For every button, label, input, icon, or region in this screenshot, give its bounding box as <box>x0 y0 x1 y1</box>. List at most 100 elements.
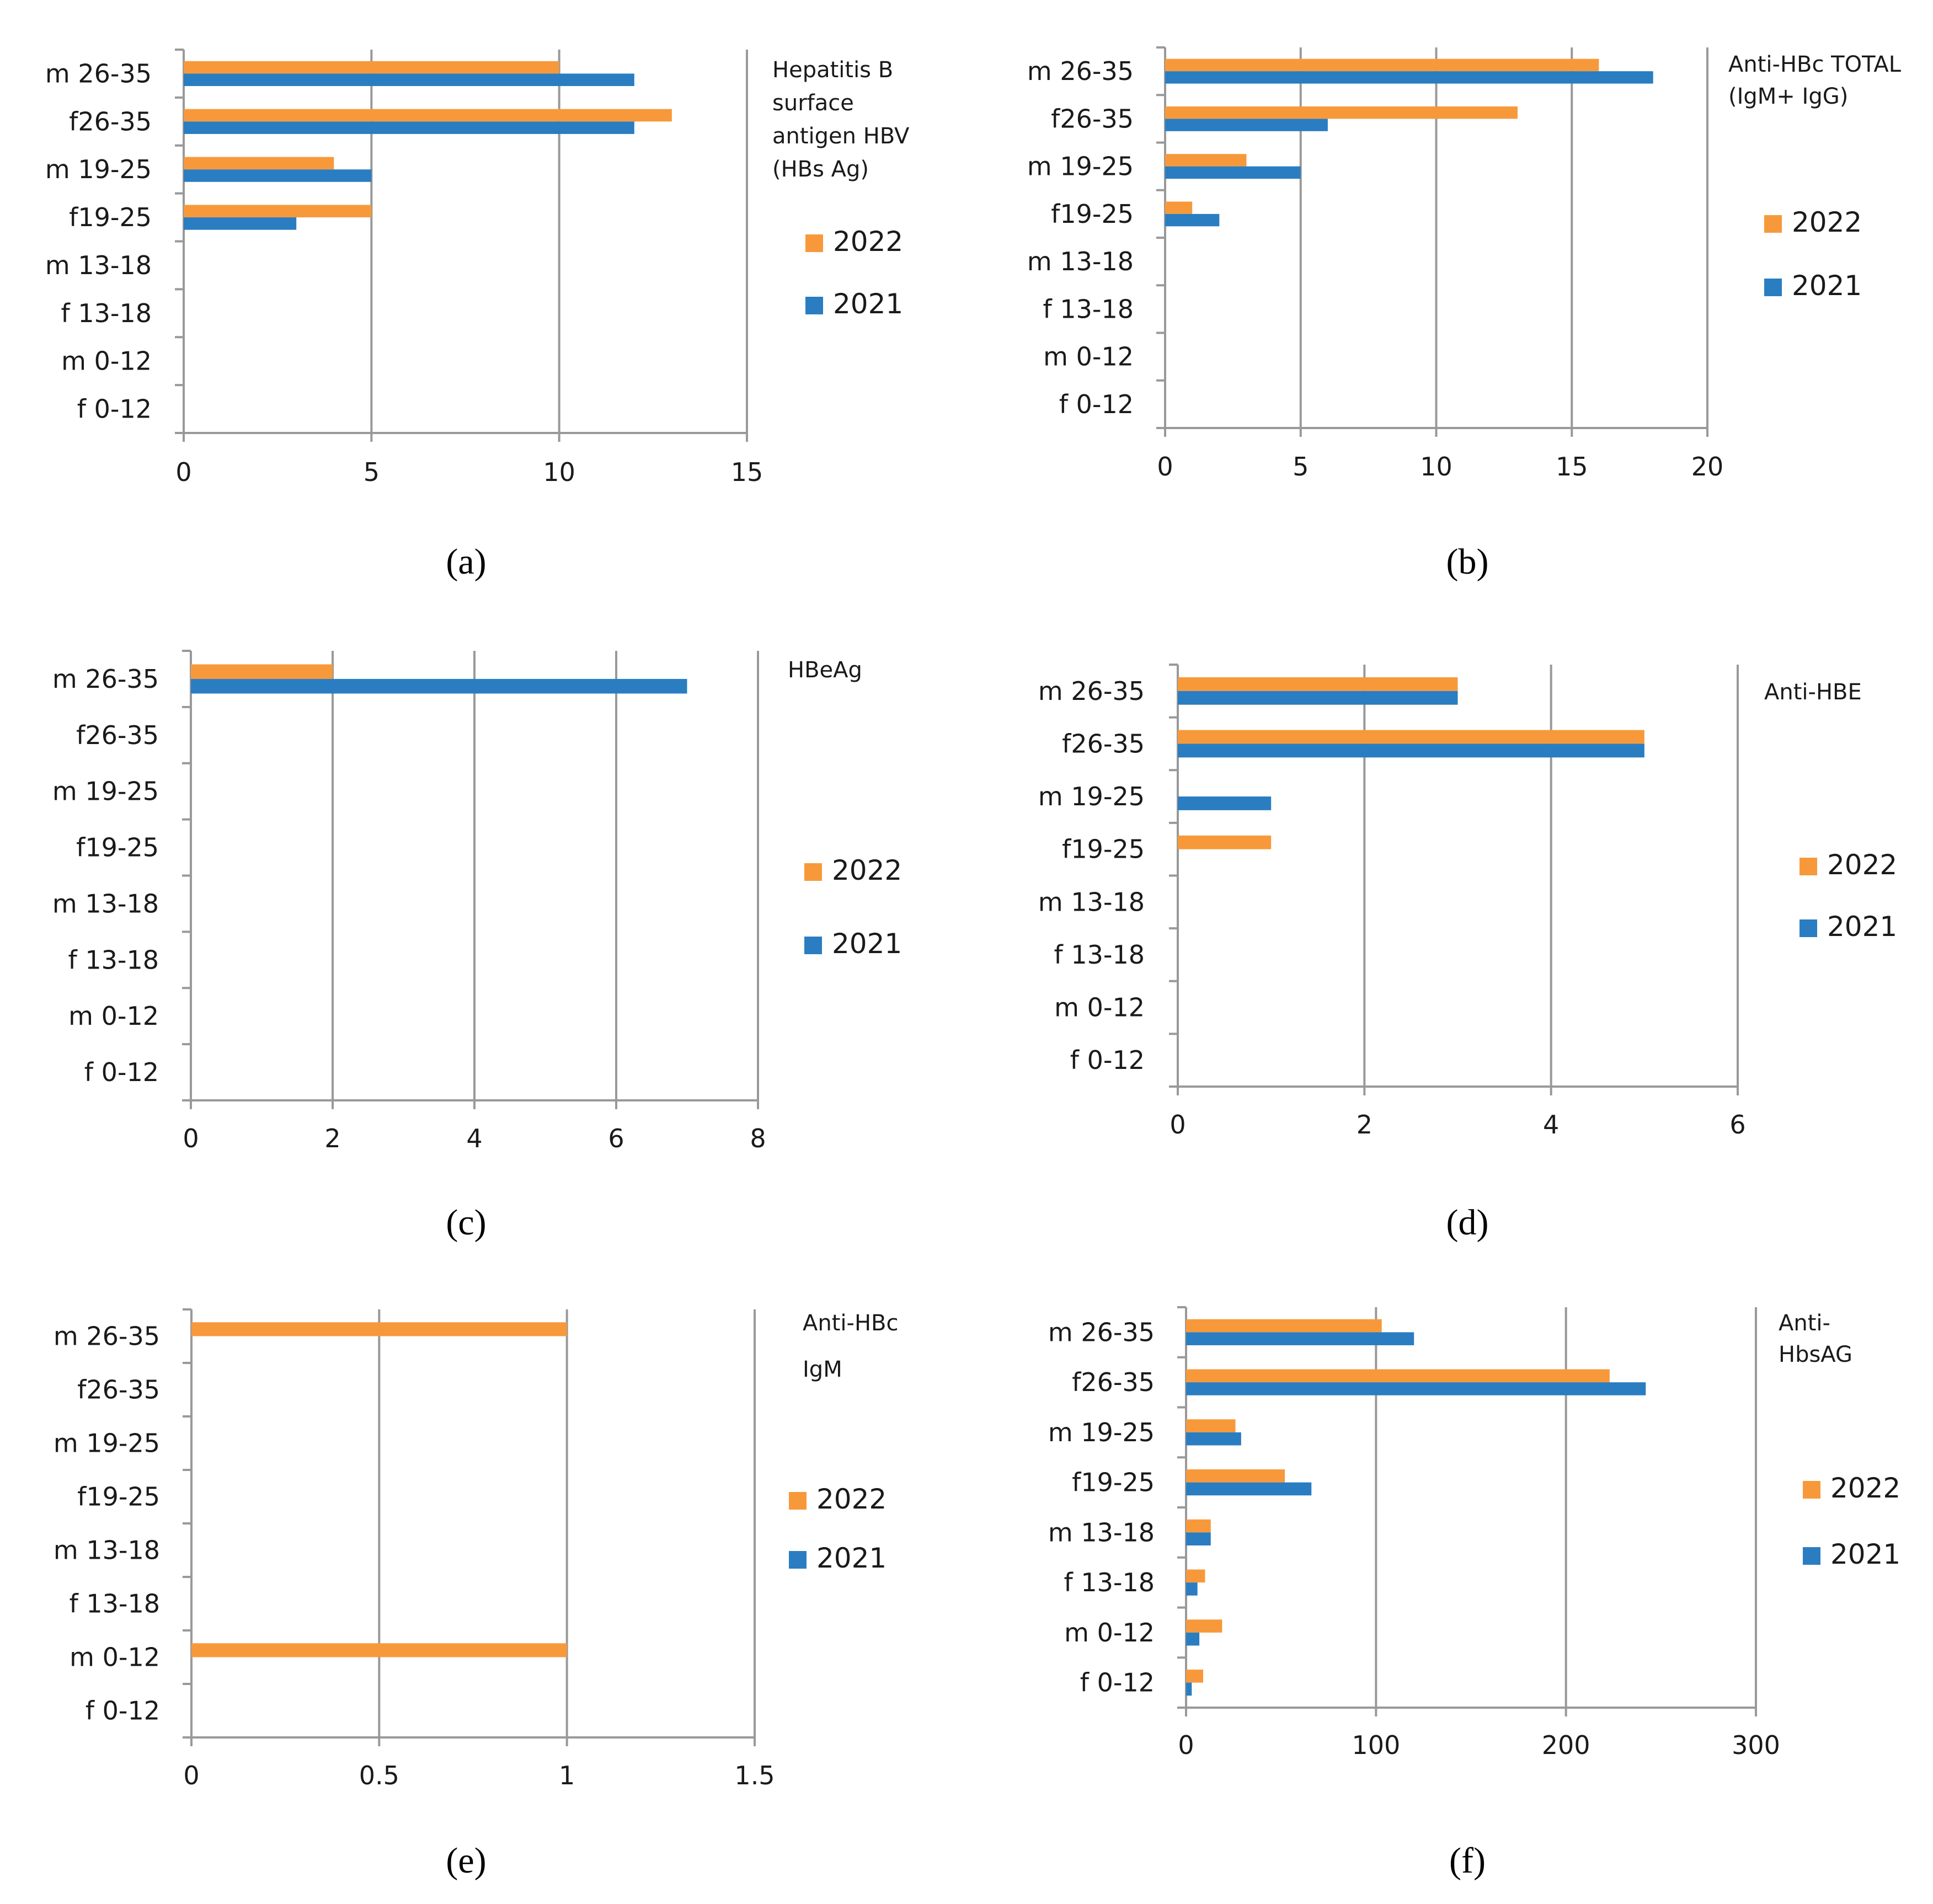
chart-panel-f: 0 100 200 300 m 26-35 f26-35 m 19-25 f19-25 m 13… <box>1048 1306 1900 1881</box>
legend-swatch-2021 <box>789 1551 807 1569</box>
bar-2021 <box>1178 744 1644 758</box>
legend-label-2022: 2022 <box>1830 1472 1900 1504</box>
panel-title-line: (HBs Ag) <box>772 157 869 182</box>
category-label: f19-25 <box>77 1482 160 1512</box>
legend-swatch-2022 <box>1799 858 1817 875</box>
bar-2022 <box>1186 1419 1236 1432</box>
bar-2022 <box>191 664 333 679</box>
category-label: f26-35 <box>69 106 152 136</box>
category-label: m 19-25 <box>1048 1418 1155 1447</box>
category-label: m 26-35 <box>1038 676 1145 706</box>
panel-caption: (d) <box>1446 1202 1489 1243</box>
legend-label-2022: 2022 <box>832 854 902 886</box>
bar-2021 <box>1186 1332 1414 1345</box>
bar-2022 <box>1186 1619 1222 1633</box>
panel-caption: (f) <box>1449 1841 1486 1881</box>
x-tick-label: 0 <box>175 457 191 487</box>
category-label: f 13-18 <box>61 298 152 328</box>
category-label: m 13-18 <box>1027 247 1134 276</box>
bar-2022 <box>1186 1670 1203 1683</box>
category-label: f19-25 <box>69 202 152 232</box>
category-label: f19-25 <box>76 833 159 863</box>
x-tick-label: 15 <box>1556 452 1588 482</box>
bar-2022 <box>1165 154 1247 167</box>
panel-title-line: Anti-HBc TOTAL <box>1728 52 1902 77</box>
bar-2022 <box>1165 106 1518 119</box>
x-tick-label: 5 <box>1293 452 1309 482</box>
category-label: m 0-12 <box>1043 342 1134 372</box>
legend-label-2021: 2021 <box>833 288 903 320</box>
x-tick-label: 8 <box>750 1124 766 1153</box>
category-label: m 19-25 <box>1038 782 1145 811</box>
x-tick-label: 100 <box>1352 1730 1400 1760</box>
category-label: m 26-35 <box>52 664 159 694</box>
x-tick-label: 0 <box>183 1761 199 1790</box>
panel-title-line: IgM <box>803 1357 842 1382</box>
x-tick-label: 4 <box>1543 1110 1559 1140</box>
category-label: f19-25 <box>1051 199 1134 229</box>
x-tick-label: 15 <box>731 457 763 487</box>
bar-2021 <box>191 678 687 694</box>
category-label: f26-35 <box>1062 729 1145 758</box>
category-label: m 19-25 <box>45 154 152 184</box>
legend-swatch-2022 <box>1803 1481 1820 1499</box>
category-label: f 13-18 <box>68 945 159 975</box>
legend-label-2022: 2022 <box>1792 206 1862 238</box>
panel-caption: (c) <box>446 1202 486 1243</box>
category-label: f 0-12 <box>84 1057 159 1087</box>
x-tick-label: 0 <box>183 1124 199 1153</box>
bar-2021 <box>1186 1532 1211 1545</box>
category-label: m 13-18 <box>54 1536 160 1565</box>
category-label: m 0-12 <box>68 1001 159 1031</box>
category-label: m 0-12 <box>1064 1618 1155 1648</box>
panel-title-line: HBeAg <box>788 657 862 683</box>
category-label: m 13-18 <box>1038 887 1145 917</box>
bar-2022 <box>1186 1369 1610 1383</box>
bar-2022 <box>1165 201 1193 214</box>
category-label: f 13-18 <box>1064 1568 1155 1597</box>
category-label: f26-35 <box>1051 104 1134 133</box>
x-tick-label: 0.5 <box>359 1761 399 1790</box>
bar-2022 <box>184 157 334 170</box>
category-label: m 26-35 <box>54 1322 160 1351</box>
category-label: f26-35 <box>76 720 159 750</box>
bar-2022 <box>184 109 672 122</box>
x-tick-label: 5 <box>364 457 380 487</box>
chart-panel-e: 0 0.5 1 1.5 m 26-35 f26-35 m 19-25 f19-25 m 13-1… <box>54 1308 898 1881</box>
chart-panel-b: 0 5 10 15 20 m 26-35 f26-35 m 19-25 f19-25 m 13-1… <box>1027 46 1902 582</box>
panel-title-line: Anti-HBE <box>1764 680 1862 705</box>
bar-2021 <box>1186 1682 1192 1696</box>
legend-label-2021: 2021 <box>1827 911 1897 943</box>
bar-2021 <box>1165 166 1301 179</box>
category-label: f19-25 <box>1072 1468 1155 1497</box>
legend-label-2022: 2022 <box>1827 849 1897 881</box>
bar-2022 <box>184 205 372 218</box>
bar-2021 <box>1186 1582 1198 1596</box>
legend-label-2021: 2021 <box>816 1542 887 1574</box>
bar-2022 <box>1186 1569 1205 1583</box>
x-tick-label: 6 <box>1729 1110 1745 1140</box>
panel-caption: (a) <box>446 542 486 582</box>
x-tick-label: 200 <box>1542 1730 1590 1760</box>
bar-2021 <box>1165 71 1653 84</box>
bar-2022 <box>1186 1319 1382 1333</box>
legend-swatch-2021 <box>1803 1547 1820 1565</box>
category-label: m 26-35 <box>45 58 152 88</box>
bar-2021 <box>1186 1482 1312 1496</box>
x-tick-label: 300 <box>1732 1730 1780 1760</box>
bar-2022 <box>1165 58 1599 72</box>
bar-2022 <box>191 1643 567 1657</box>
bar-2021 <box>1186 1382 1646 1395</box>
bar-2022 <box>191 1322 567 1336</box>
panel-title-line: Hepatitis B <box>772 57 893 83</box>
category-label: m 26-35 <box>1027 56 1134 86</box>
panel-title-line: antigen HBV <box>772 124 910 149</box>
bar-2021 <box>1186 1632 1200 1646</box>
bar-2022 <box>1178 677 1458 691</box>
panel-title-line: surface <box>772 90 854 116</box>
legend-swatch-2022 <box>1764 215 1782 233</box>
x-tick-label: 20 <box>1691 452 1724 482</box>
category-label: f19-25 <box>1062 835 1145 864</box>
x-tick-label: 10 <box>1420 452 1453 482</box>
